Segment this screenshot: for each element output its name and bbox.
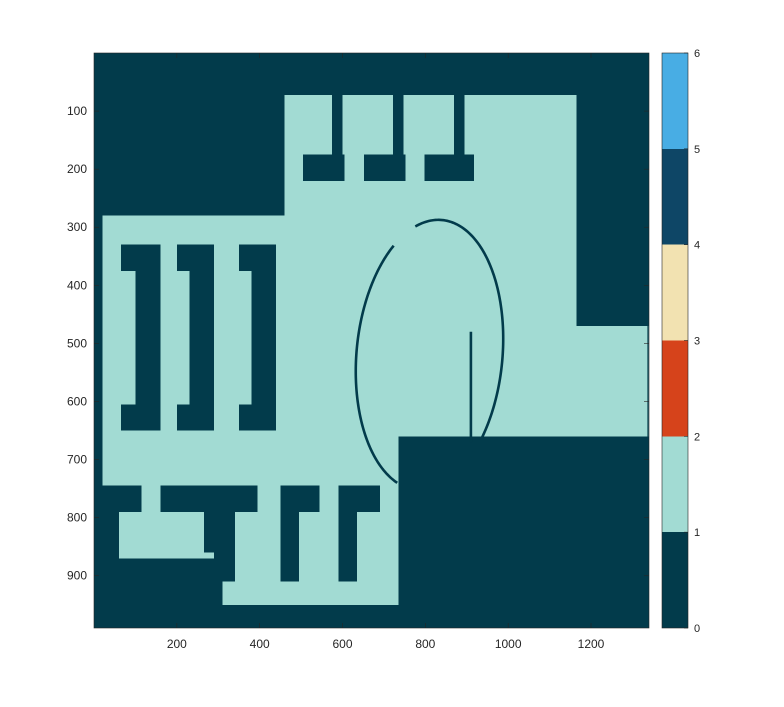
x-axis: 200 400 600 800 1000 1200 (167, 53, 605, 651)
heatmap-region-wall-bottom-left (102, 558, 223, 605)
colorbar-segment (662, 436, 688, 533)
plot-area (94, 53, 649, 628)
x-tick-label: 1000 (495, 637, 522, 651)
colorbar-tick-label: 4 (694, 240, 700, 252)
x-tick-label: 1200 (578, 637, 605, 651)
x-tick-label: 200 (167, 637, 187, 651)
y-tick-label: 200 (67, 162, 87, 176)
x-tick-label: 600 (332, 637, 352, 651)
heatmap-region-wall-top-right (576, 94, 649, 326)
y-tick-label: 100 (67, 104, 87, 118)
y-tick-label: 500 (67, 336, 87, 350)
heatmap-region-bracket-3-stem (251, 244, 277, 431)
colorbar-tick-label: 3 (694, 336, 700, 348)
colorbar-segment (662, 532, 688, 628)
y-tick-label: 300 (67, 220, 87, 234)
y-axis: 100 200 300 400 500 600 700 800 900 (67, 104, 649, 583)
heatmap-region-bracket-1-bottom (120, 404, 161, 431)
heatmap-region-bl-stem (214, 485, 235, 582)
heatmap-ellipse-wall-lower (354, 244, 398, 484)
heatmap-region-bl-gamma-1-stem (280, 485, 300, 582)
plot-frame (93, 52, 650, 629)
colorbar-tick-label: 1 (694, 527, 700, 539)
y-tick-label: 700 (67, 453, 87, 467)
colorbar-segment (662, 148, 688, 245)
x-tick-label: 800 (415, 637, 435, 651)
y-tick-label: 800 (67, 511, 87, 525)
y-tick-label: 900 (67, 569, 87, 583)
heatmap-region-comb-2-base (364, 154, 406, 181)
heatmap-region-comb-1-base (303, 154, 345, 181)
colorbar-segment (662, 53, 688, 149)
heatmap-region-bl-notch (203, 511, 219, 553)
heatmap-region-bl-left-stem (102, 485, 119, 559)
colorbar-tick-label: 0 (694, 623, 700, 635)
heatmap-ellipse-wall-main (414, 218, 505, 458)
heatmap-region-comb-2-stem (393, 94, 404, 181)
colorbar: 0 1 2 3 4 5 6 (661, 48, 700, 635)
colorbar-segment (662, 340, 688, 437)
heatmap-region-bl-top-bar (160, 485, 258, 512)
heatmap-region-bracket-1-stem (135, 244, 161, 431)
colorbar-segment (662, 244, 688, 341)
heatmap-region-bracket-3-bottom (238, 404, 277, 431)
heatmap-region-comb-3-stem (453, 94, 465, 181)
heatmap-region-bracket-2-stem (189, 244, 215, 431)
heatmap-region-bl-gamma-2-stem (338, 485, 358, 582)
heatmap-region-wall-bottom-right (398, 436, 649, 628)
colorbar-tick-label: 2 (694, 431, 700, 443)
y-tick-label: 600 (67, 394, 87, 408)
colorbar-tick-label: 6 (694, 48, 700, 60)
y-tick-label: 400 (67, 278, 87, 292)
heatmap-region-comb-3-base (424, 154, 475, 181)
x-tick-label: 400 (250, 637, 270, 651)
colorbar-tick-label: 5 (694, 144, 700, 156)
heatmap-region-comb-1-stem (332, 94, 343, 181)
heatmap-region-bracket-2-bottom (176, 404, 215, 431)
